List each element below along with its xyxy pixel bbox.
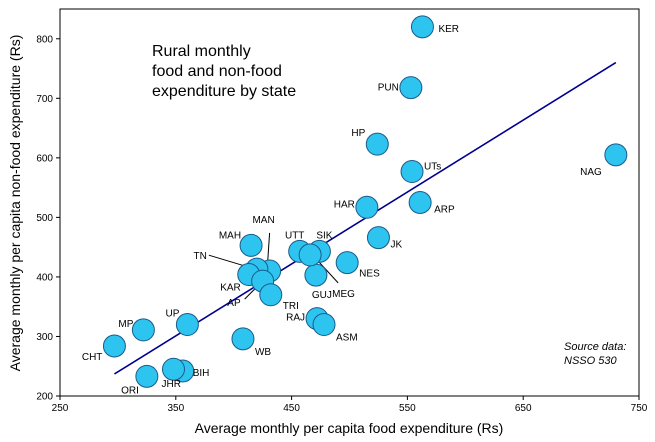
y-axis-ticks: 200 300 400 500 600 700 800 [36, 34, 60, 403]
data-point-nag [604, 143, 628, 167]
data-point-ori [135, 364, 159, 388]
point-label-bih: BIH [193, 368, 210, 379]
data-point-jk [366, 226, 390, 250]
point-label-har: HAR [334, 199, 355, 210]
y-tick-label: 800 [36, 34, 53, 45]
data-point-ker [410, 15, 434, 39]
x-axis-label: Average monthly per capita food expendit… [195, 420, 504, 436]
data-point-guj [304, 263, 328, 287]
data-points [102, 15, 628, 388]
point-label-nag: NAG [580, 167, 602, 178]
data-point-har [355, 195, 379, 219]
x-axis-ticks: 250 350 450 550 650 750 [52, 396, 648, 414]
data-point-pun [399, 76, 423, 100]
point-label-uts: UTs [424, 162, 441, 173]
chart-title-line-1: Rural monthly [152, 43, 251, 60]
data-point-meg [298, 243, 322, 267]
point-label-tn: TN [194, 251, 207, 262]
plot-area [59, 8, 640, 397]
point-label-nes: NES [359, 269, 380, 280]
point-label-cht: CHT [82, 352, 103, 363]
point-label-jk: JK [390, 240, 402, 251]
data-point-cht [102, 334, 126, 358]
x-tick-label: 550 [399, 403, 416, 414]
y-tick-label: 500 [36, 213, 53, 224]
point-label-arp: ARP [434, 205, 455, 216]
data-point-arp [408, 191, 432, 214]
point-label-pun: PUN [378, 83, 399, 94]
point-label-meg: MEG [332, 289, 355, 300]
x-tick-label: 250 [52, 403, 69, 414]
point-label-guj: GUJ [312, 290, 332, 301]
point-label-kar: KAR [220, 283, 241, 294]
point-label-wb: WB [255, 347, 271, 358]
point-label-ap: AP [227, 298, 241, 309]
point-label-ori: ORI [121, 385, 139, 396]
x-tick-label: 350 [167, 403, 184, 414]
data-point-asm [312, 313, 336, 337]
point-labels: KER PUN HP UTs NAG HAR ARP JK MAH MAN TN KAR UTT SIK N… [82, 24, 602, 396]
point-label-utt: UTT [285, 230, 304, 241]
point-label-tri: TRI [283, 301, 299, 312]
data-point-hp [365, 132, 389, 156]
data-point-wb [231, 327, 255, 351]
data-point-nes [335, 251, 359, 275]
point-label-mp: MP [118, 319, 133, 330]
source-note-line-2: NSSO 530 [564, 355, 617, 367]
point-label-mah: MAH [219, 230, 241, 241]
x-tick-label: 450 [283, 403, 300, 414]
source-note-line-1: Source data: [564, 341, 626, 353]
y-tick-label: 200 [36, 392, 53, 403]
data-point-up [175, 313, 199, 337]
point-label-jhr: JHR [161, 379, 180, 390]
callout-line-man [267, 232, 271, 264]
point-label-asm: ASM [336, 333, 358, 344]
data-point-mp [131, 318, 155, 342]
y-tick-label: 300 [36, 332, 53, 343]
chart-title-line-3: expenditure by state [152, 83, 296, 100]
point-label-sik: SIK [316, 230, 332, 241]
data-point-uts [400, 160, 424, 184]
callout-line-meg [315, 258, 339, 284]
y-tick-label: 600 [36, 153, 53, 164]
point-label-man: MAN [252, 215, 274, 226]
data-point-tri [259, 283, 283, 307]
data-point-jhr [161, 357, 185, 381]
point-label-ker: KER [438, 24, 459, 35]
point-label-raj: RAJ [286, 313, 305, 324]
chart-title-line-2: food and non-food [152, 63, 282, 80]
y-tick-label: 700 [36, 94, 53, 105]
y-tick-label: 400 [36, 272, 53, 283]
x-tick-label: 750 [631, 403, 648, 414]
data-point-mah [239, 233, 263, 257]
point-label-up: UP [165, 309, 179, 320]
x-tick-label: 650 [515, 403, 532, 414]
y-axis-label: Average monthly per capita non-food expe… [7, 35, 23, 372]
point-label-hp: HP [351, 128, 365, 139]
